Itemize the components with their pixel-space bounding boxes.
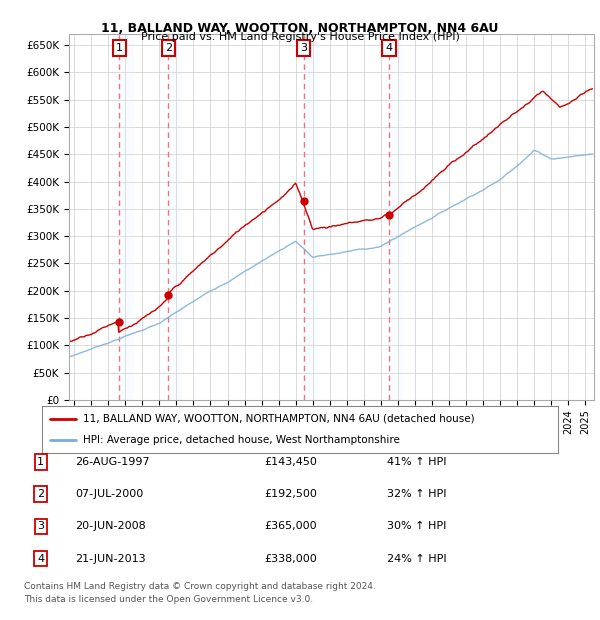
Text: 4: 4 [37,554,44,564]
Bar [304,34,318,400]
Text: £143,450: £143,450 [264,457,317,467]
Text: 32% ↑ HPI: 32% ↑ HPI [387,489,446,499]
Text: 24% ↑ HPI: 24% ↑ HPI [387,554,446,564]
Text: 26-AUG-1997: 26-AUG-1997 [75,457,149,467]
Text: 41% ↑ HPI: 41% ↑ HPI [387,457,446,467]
Text: 3: 3 [300,43,307,53]
Text: 1: 1 [116,43,123,53]
Text: 21-JUN-2013: 21-JUN-2013 [75,554,146,564]
Text: Price paid vs. HM Land Registry's House Price Index (HPI): Price paid vs. HM Land Registry's House … [140,32,460,42]
Text: 3: 3 [37,521,44,531]
Bar [168,34,182,400]
Text: This data is licensed under the Open Government Licence v3.0.: This data is licensed under the Open Gov… [24,595,313,604]
Text: 2: 2 [37,489,44,499]
Text: 1: 1 [37,457,44,467]
Text: HPI: Average price, detached house, West Northamptonshire: HPI: Average price, detached house, West… [83,435,400,445]
Text: 30% ↑ HPI: 30% ↑ HPI [387,521,446,531]
Text: 11, BALLAND WAY, WOOTTON, NORTHAMPTON, NN4 6AU: 11, BALLAND WAY, WOOTTON, NORTHAMPTON, N… [101,22,499,35]
Text: £192,500: £192,500 [264,489,317,499]
Text: 20-JUN-2008: 20-JUN-2008 [75,521,146,531]
Text: £338,000: £338,000 [264,554,317,564]
Text: £365,000: £365,000 [264,521,317,531]
Text: 2: 2 [164,43,172,53]
Text: Contains HM Land Registry data © Crown copyright and database right 2024.: Contains HM Land Registry data © Crown c… [24,582,376,591]
Text: 11, BALLAND WAY, WOOTTON, NORTHAMPTON, NN4 6AU (detached house): 11, BALLAND WAY, WOOTTON, NORTHAMPTON, N… [83,414,475,423]
Text: 07-JUL-2000: 07-JUL-2000 [75,489,143,499]
Text: 4: 4 [385,43,392,53]
Bar [119,34,134,400]
Bar [389,34,403,400]
